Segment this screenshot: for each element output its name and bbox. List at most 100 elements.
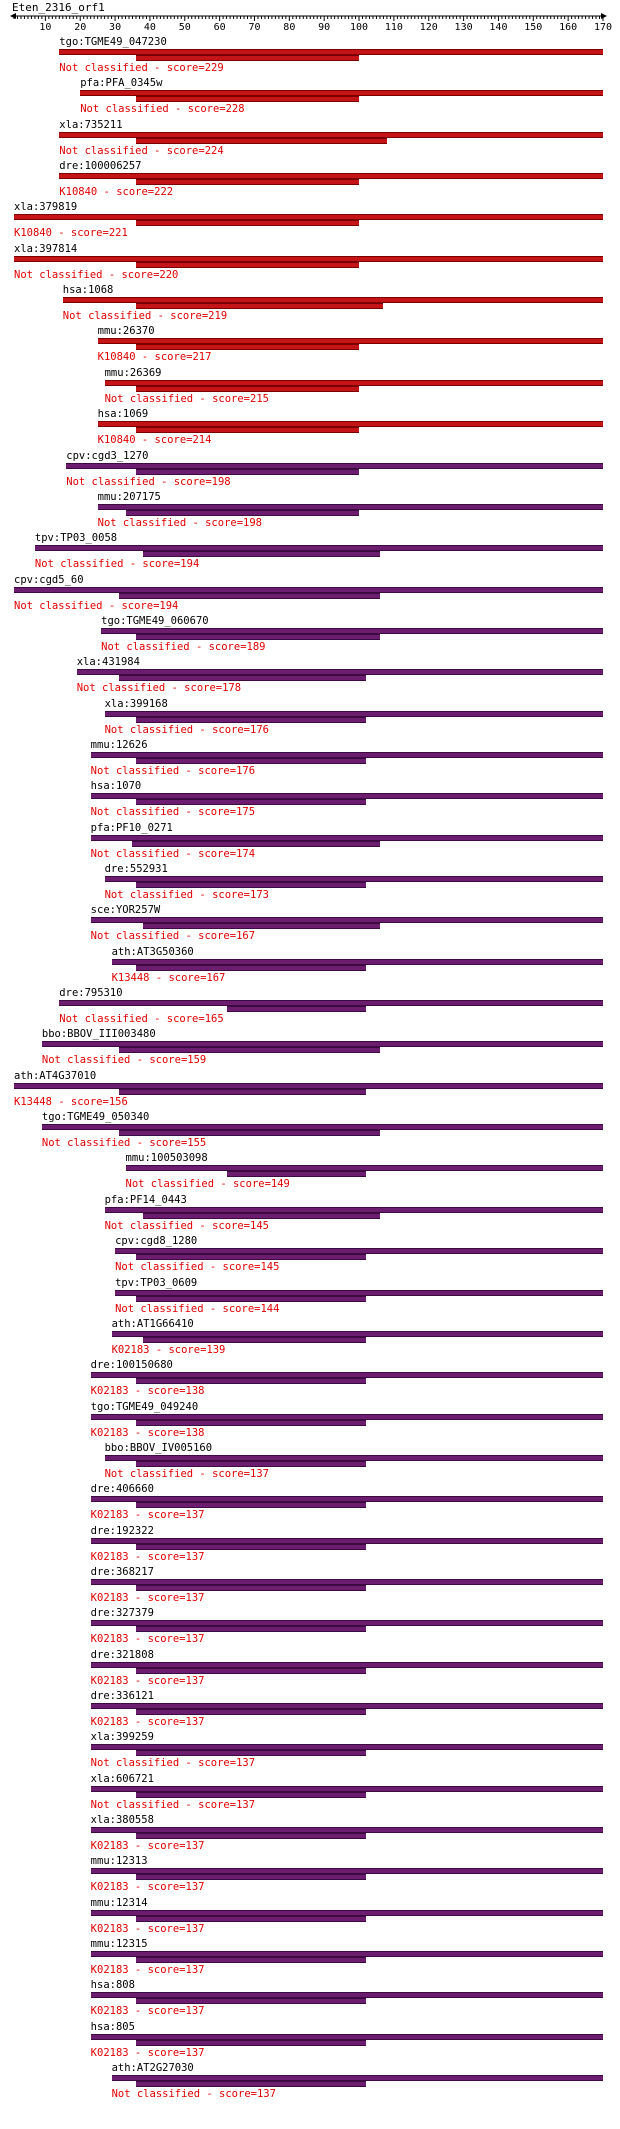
hit-alignment-bar <box>90 917 603 924</box>
hit-name-link[interactable]: xla:606721 <box>90 1772 154 1785</box>
hit-query-segment-bar <box>142 1336 366 1343</box>
hit-name-link[interactable]: dre:552931 <box>104 863 168 875</box>
hit-name-link[interactable]: mmu:12626 <box>90 738 148 751</box>
hit-name-link[interactable]: xla:399259 <box>90 1731 154 1744</box>
hit-class-score-label: Not classified - score=149 <box>125 1178 290 1191</box>
hit-alignment-bar <box>90 751 603 758</box>
hit-query-segment-bar <box>135 1543 366 1550</box>
hit-query-segment-bar <box>135 1667 366 1674</box>
hit-query-segment-bar <box>135 799 366 806</box>
hit-name-link[interactable]: bbo:BBOV_IV005160 <box>104 1441 213 1454</box>
hit-class-score-label: K02183 - score=137 <box>90 2005 205 2018</box>
hit-name-link[interactable]: xla:380558 <box>90 1814 154 1827</box>
hit-name-link[interactable]: ath:AT3G50360 <box>111 945 194 958</box>
hit-alignment-bar <box>90 1620 603 1627</box>
hit-name-link[interactable]: tpv:TP03_0058 <box>34 532 118 545</box>
hit-name-link[interactable]: pfa:PF14_0443 <box>104 1193 187 1206</box>
hit-query-segment-bar <box>118 1047 380 1054</box>
hit-class-score-label: Not classified - score=137 <box>111 2088 276 2101</box>
hit-name-link[interactable]: mmu:207175 <box>97 490 161 503</box>
hit-alignment-bar <box>104 379 603 386</box>
hit-name-link[interactable]: xla:399168 <box>104 697 168 710</box>
hit-name-link[interactable]: dre:406660 <box>90 1483 154 1496</box>
hit-alignment-bar <box>14 255 603 262</box>
hit-name-link[interactable]: xla:735211 <box>59 118 123 131</box>
hit-alignment-bar <box>97 338 603 345</box>
hit-name-link[interactable]: pfa:PF10_0271 <box>90 821 173 834</box>
hit-name-link[interactable]: tgo:TGME49_060670 <box>101 614 209 627</box>
hit-name-link[interactable]: cpv:cgd5_60 <box>14 573 84 586</box>
hit-name-link[interactable]: mmu:100503098 <box>125 1152 208 1165</box>
hit-alignment-bar <box>76 669 603 676</box>
hit-alignment-bar <box>14 1082 603 1089</box>
hit-class-score-label: Not classified - score=144 <box>115 1302 280 1315</box>
hit-name-link[interactable]: tgo:TGME49_050340 <box>41 1111 150 1124</box>
hit-name-link[interactable]: mmu:12313 <box>90 1855 148 1868</box>
hit-name-link[interactable]: mmu:12314 <box>90 1896 148 1909</box>
hit-name-link[interactable]: xla:431984 <box>76 656 140 669</box>
hit-class-score-label: Not classified - score=137 <box>90 1798 256 1811</box>
hit-name-link[interactable]: ath:AT1G66410 <box>111 1317 194 1330</box>
hit-alignment-bar <box>90 1413 603 1420</box>
hit-name-link[interactable]: dre:795310 <box>59 987 123 1000</box>
hit-name-link[interactable]: dre:100150680 <box>90 1359 173 1372</box>
hit-name-link[interactable]: ath:AT4G37010 <box>14 1069 97 1082</box>
hit-class-score-label: K10840 - score=217 <box>97 351 212 364</box>
hit-query-segment-bar <box>142 1212 380 1219</box>
hit-query-segment-bar <box>135 55 360 61</box>
hit-name-link[interactable]: hsa:1068 <box>62 284 114 297</box>
hit-name-link[interactable]: hsa:808 <box>90 1979 135 1992</box>
hit-class-score-label: K02183 - score=137 <box>90 1509 205 1522</box>
hit-name-link[interactable]: bbo:BBOV_III003480 <box>41 1028 156 1041</box>
hit-name-link[interactable]: hsa:1069 <box>97 408 149 421</box>
hit-name-link[interactable]: dre:192322 <box>90 1524 154 1537</box>
axis-tick-label: 40 <box>144 22 156 33</box>
hit-name-link[interactable]: pfa:PFA_0345w <box>80 77 163 90</box>
hit-class-score-label: Not classified - score=229 <box>59 62 224 74</box>
hit-name-link[interactable]: sce:YOR257W <box>90 904 161 917</box>
hit-name-link[interactable]: dre:100006257 <box>59 160 142 173</box>
hit-class-score-label: Not classified - score=155 <box>41 1137 207 1150</box>
hit-class-score-label: Not classified - score=228 <box>80 103 245 116</box>
hit-name-link[interactable]: tpv:TP03_0609 <box>115 1276 198 1289</box>
hit-query-segment-bar <box>135 261 360 268</box>
hit-query-segment-bar <box>135 427 360 434</box>
hit-query-segment-bar <box>135 1791 366 1798</box>
hit-alignment-bar <box>59 1000 603 1007</box>
hit-alignment-bar <box>90 1992 603 1999</box>
hit-class-score-label: K10840 - score=221 <box>14 227 128 240</box>
hit-name-link[interactable]: mmu:26370 <box>97 325 155 338</box>
hit-name-link[interactable]: dre:327379 <box>90 1607 154 1620</box>
hit-name-link[interactable]: xla:397814 <box>14 242 78 255</box>
hit-class-score-label: K02183 - score=138 <box>90 1385 205 1398</box>
hit-name-link[interactable]: ath:AT2G27030 <box>111 2062 194 2075</box>
hit-name-link[interactable]: hsa:1070 <box>90 780 142 793</box>
hit-class-score-label: K02183 - score=137 <box>90 1716 205 1728</box>
hit-name-link[interactable]: dre:336121 <box>90 1690 154 1702</box>
axis-tick-label: 120 <box>420 22 438 33</box>
hit-query-segment-bar <box>135 1419 366 1426</box>
hit-name-link[interactable]: mmu:26369 <box>104 366 162 379</box>
hit-name-link[interactable]: hsa:805 <box>90 2020 135 2033</box>
hit-alignment-bar <box>80 90 603 97</box>
hit-class-score-label: Not classified - score=215 <box>104 392 269 405</box>
hit-name-link[interactable]: xla:379819 <box>14 201 78 214</box>
hit-query-segment-bar <box>118 592 380 599</box>
hit-query-segment-bar <box>132 840 380 847</box>
hit-name-link[interactable]: tgo:TGME49_047230 <box>59 36 167 48</box>
hit-query-segment-bar <box>135 344 360 351</box>
hit-query-segment-bar <box>135 137 387 144</box>
hit-query-segment-bar <box>135 1998 366 2005</box>
hit-name-link[interactable]: dre:321808 <box>90 1648 154 1661</box>
hit-alignment-bar <box>111 958 603 965</box>
hit-name-link[interactable]: cpv:cgd3_1270 <box>66 449 149 462</box>
hit-class-score-label: Not classified - score=174 <box>90 847 256 860</box>
hit-alignment-bar <box>59 131 603 138</box>
hit-name-link[interactable]: cpv:cgd8_1280 <box>115 1235 198 1248</box>
axis-tick-label: 100 <box>350 22 368 33</box>
hit-name-link[interactable]: dre:368217 <box>90 1565 154 1578</box>
hit-name-link[interactable]: mmu:12315 <box>90 1938 148 1951</box>
hit-name-link[interactable]: tgo:TGME49_049240 <box>90 1400 199 1413</box>
hit-alignment-bar <box>101 627 603 634</box>
